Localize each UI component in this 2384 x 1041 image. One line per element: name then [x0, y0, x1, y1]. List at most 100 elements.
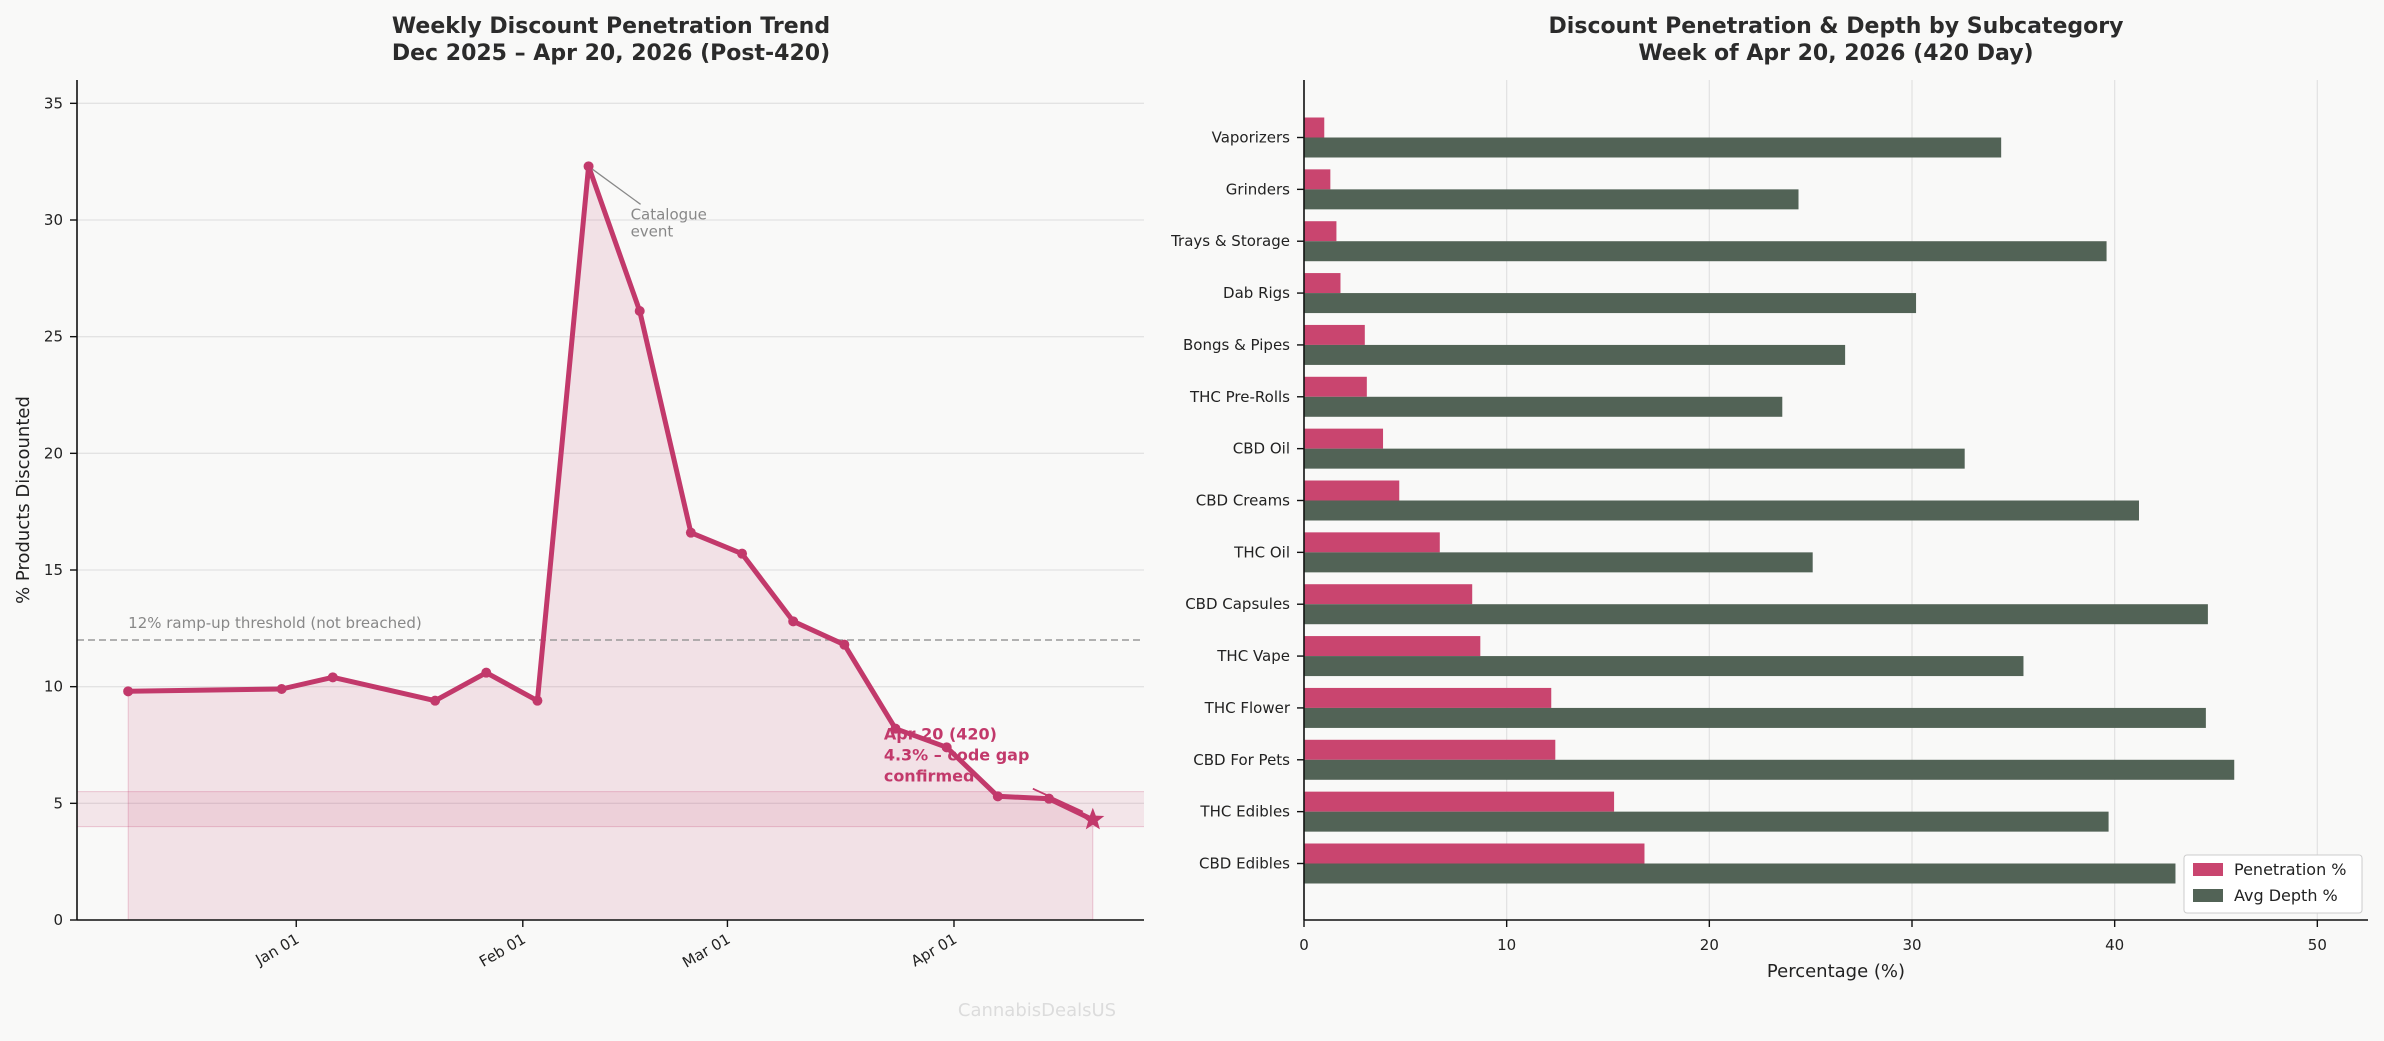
- depth-bar: [1304, 241, 2107, 262]
- bar-category-label: Dab Rigs: [1223, 284, 1290, 302]
- penetration-bar: [1304, 791, 1615, 812]
- penetration-bar: [1304, 532, 1440, 553]
- legend-box: [2183, 854, 2363, 914]
- depth-bar: [1304, 293, 1917, 314]
- bar-category-label: CBD Capsules: [1185, 595, 1290, 613]
- annotation-text: event: [631, 222, 674, 240]
- bar-category-label: CBD Oil: [1233, 440, 1290, 458]
- bar-category-label: CBD For Pets: [1193, 751, 1290, 769]
- annotation-arrow: [1032, 787, 1084, 813]
- depth-bar: [1304, 707, 2206, 728]
- line-chart: Weekly Discount Penetration Trend Dec 20…: [13, 14, 1144, 972]
- trend-point: [839, 639, 850, 650]
- depth-bar: [1304, 500, 2139, 521]
- trend-points: [123, 161, 1105, 830]
- penetration-bar: [1304, 273, 1341, 294]
- line-chart-gridlines: [77, 102, 1144, 921]
- penetration-bar: [1304, 584, 1473, 605]
- legend-label-depth: Avg Depth %: [2234, 886, 2338, 905]
- line-y-tick-label: 10: [44, 678, 63, 696]
- bar-x-tick-label: 30: [1902, 936, 1921, 954]
- bar-x-ticks: 0 10 20 30 40 50: [1299, 920, 2327, 954]
- trend-point: [430, 695, 441, 706]
- trend-point: [583, 161, 594, 172]
- penetration-bar: [1304, 739, 1556, 760]
- penetration-bar: [1304, 169, 1331, 190]
- line-x-ticks: Jan 01 Feb 01 Mar 01 Apr 01: [252, 920, 960, 972]
- bar-category-label: THC Edibles: [1199, 803, 1290, 821]
- trend-point: [737, 548, 748, 559]
- depth-bar: [1304, 604, 2208, 625]
- line-y-tick-label: 25: [44, 328, 63, 346]
- trend-point: [890, 723, 901, 734]
- bar-x-tick-label: 0: [1299, 936, 1309, 954]
- line-x-tick-label: Jan 01: [252, 930, 303, 970]
- penetration-bar: [1304, 221, 1337, 242]
- annotation-text: 4.3% – code gap: [884, 746, 1030, 765]
- line-y-tick-label: 0: [53, 911, 63, 929]
- depth-bar: [1304, 552, 1813, 573]
- bar-category-label: THC Vape: [1216, 647, 1290, 665]
- depth-bar: [1304, 656, 2024, 677]
- bar-category-label: Trays & Storage: [1170, 232, 1290, 250]
- trend-point: [123, 686, 134, 697]
- depth-bar: [1304, 344, 1846, 365]
- penetration-bar: [1304, 376, 1367, 397]
- depth-bar: [1304, 863, 2176, 884]
- penetration-bar: [1304, 117, 1325, 138]
- bar-chart-bars: [1304, 117, 2235, 884]
- bar-category-label: THC Pre-Rolls: [1189, 388, 1290, 406]
- bar-x-tick-label: 50: [2308, 936, 2327, 954]
- line-x-tick-label: Feb 01: [476, 930, 529, 971]
- depth-bar: [1304, 759, 2235, 780]
- depth-bar: [1304, 189, 1799, 210]
- trend-point: [992, 791, 1003, 802]
- bar-category-label: Vaporizers: [1212, 129, 1291, 147]
- bar-chart-subtitle: Week of Apr 20, 2026 (420 Day): [1638, 41, 2033, 66]
- legend-swatch-penetration: [2193, 863, 2223, 876]
- bar-x-axis-label: Percentage (%): [1767, 961, 1905, 982]
- bar-chart-title: Discount Penetration & Depth by Subcateg…: [1549, 14, 2124, 39]
- line-y-tick-label: 5: [53, 794, 63, 812]
- bar-x-tick-label: 40: [2105, 936, 2124, 954]
- penetration-bar: [1304, 428, 1384, 449]
- line-chart-subtitle: Dec 2025 – Apr 20, 2026 (Post-420): [392, 41, 830, 66]
- trend-point: [685, 527, 696, 538]
- trend-point: [788, 616, 799, 627]
- trend-point: [481, 667, 492, 678]
- bar-x-tick-label: 10: [1497, 936, 1516, 954]
- annotation-arrow: [592, 168, 641, 205]
- depth-bar: [1304, 811, 2109, 832]
- line-y-tick-label: 20: [44, 444, 63, 462]
- annotation-text: Catalogue: [631, 205, 707, 223]
- bar-category-label: THC Flower: [1204, 699, 1291, 717]
- line-x-tick-label: Apr 01: [908, 930, 960, 970]
- trend-point: [327, 672, 338, 683]
- penetration-bar: [1304, 843, 1645, 864]
- line-x-tick-label: Mar 01: [679, 930, 733, 972]
- line-y-ticks: 0 5 10 15 20 25 30 35: [44, 94, 77, 929]
- watermark: CannabisDealsUS: [958, 1000, 1116, 1021]
- penetration-bar: [1304, 480, 1400, 501]
- target-band: [77, 791, 1144, 827]
- line-y-tick-label: 30: [44, 211, 63, 229]
- highlight-star-marker: [1081, 807, 1105, 830]
- depth-bar: [1304, 137, 2002, 158]
- bar-category-label: Grinders: [1226, 180, 1290, 198]
- line-y-tick-label: 35: [44, 94, 63, 112]
- trend-point: [532, 695, 543, 706]
- line-y-axis-label: % Products Discounted: [13, 396, 34, 604]
- depth-bar: [1304, 448, 1965, 469]
- bar-chart: Discount Penetration & Depth by Subcateg…: [1170, 14, 2368, 982]
- penetration-bar: [1304, 636, 1481, 657]
- legend-swatch-depth: [2193, 889, 2223, 902]
- threshold-label: 12% ramp-up threshold (not breached): [128, 614, 422, 632]
- bar-chart-category-labels: Vaporizers Grinders Trays & Storage Dab Rig…: [1170, 129, 1304, 873]
- trend-point: [634, 306, 645, 316]
- line-chart-title: Weekly Discount Penetration Trend: [392, 14, 830, 39]
- trend-point: [941, 742, 952, 753]
- trend-point: [276, 684, 287, 694]
- line-area-fill: [127, 166, 1094, 921]
